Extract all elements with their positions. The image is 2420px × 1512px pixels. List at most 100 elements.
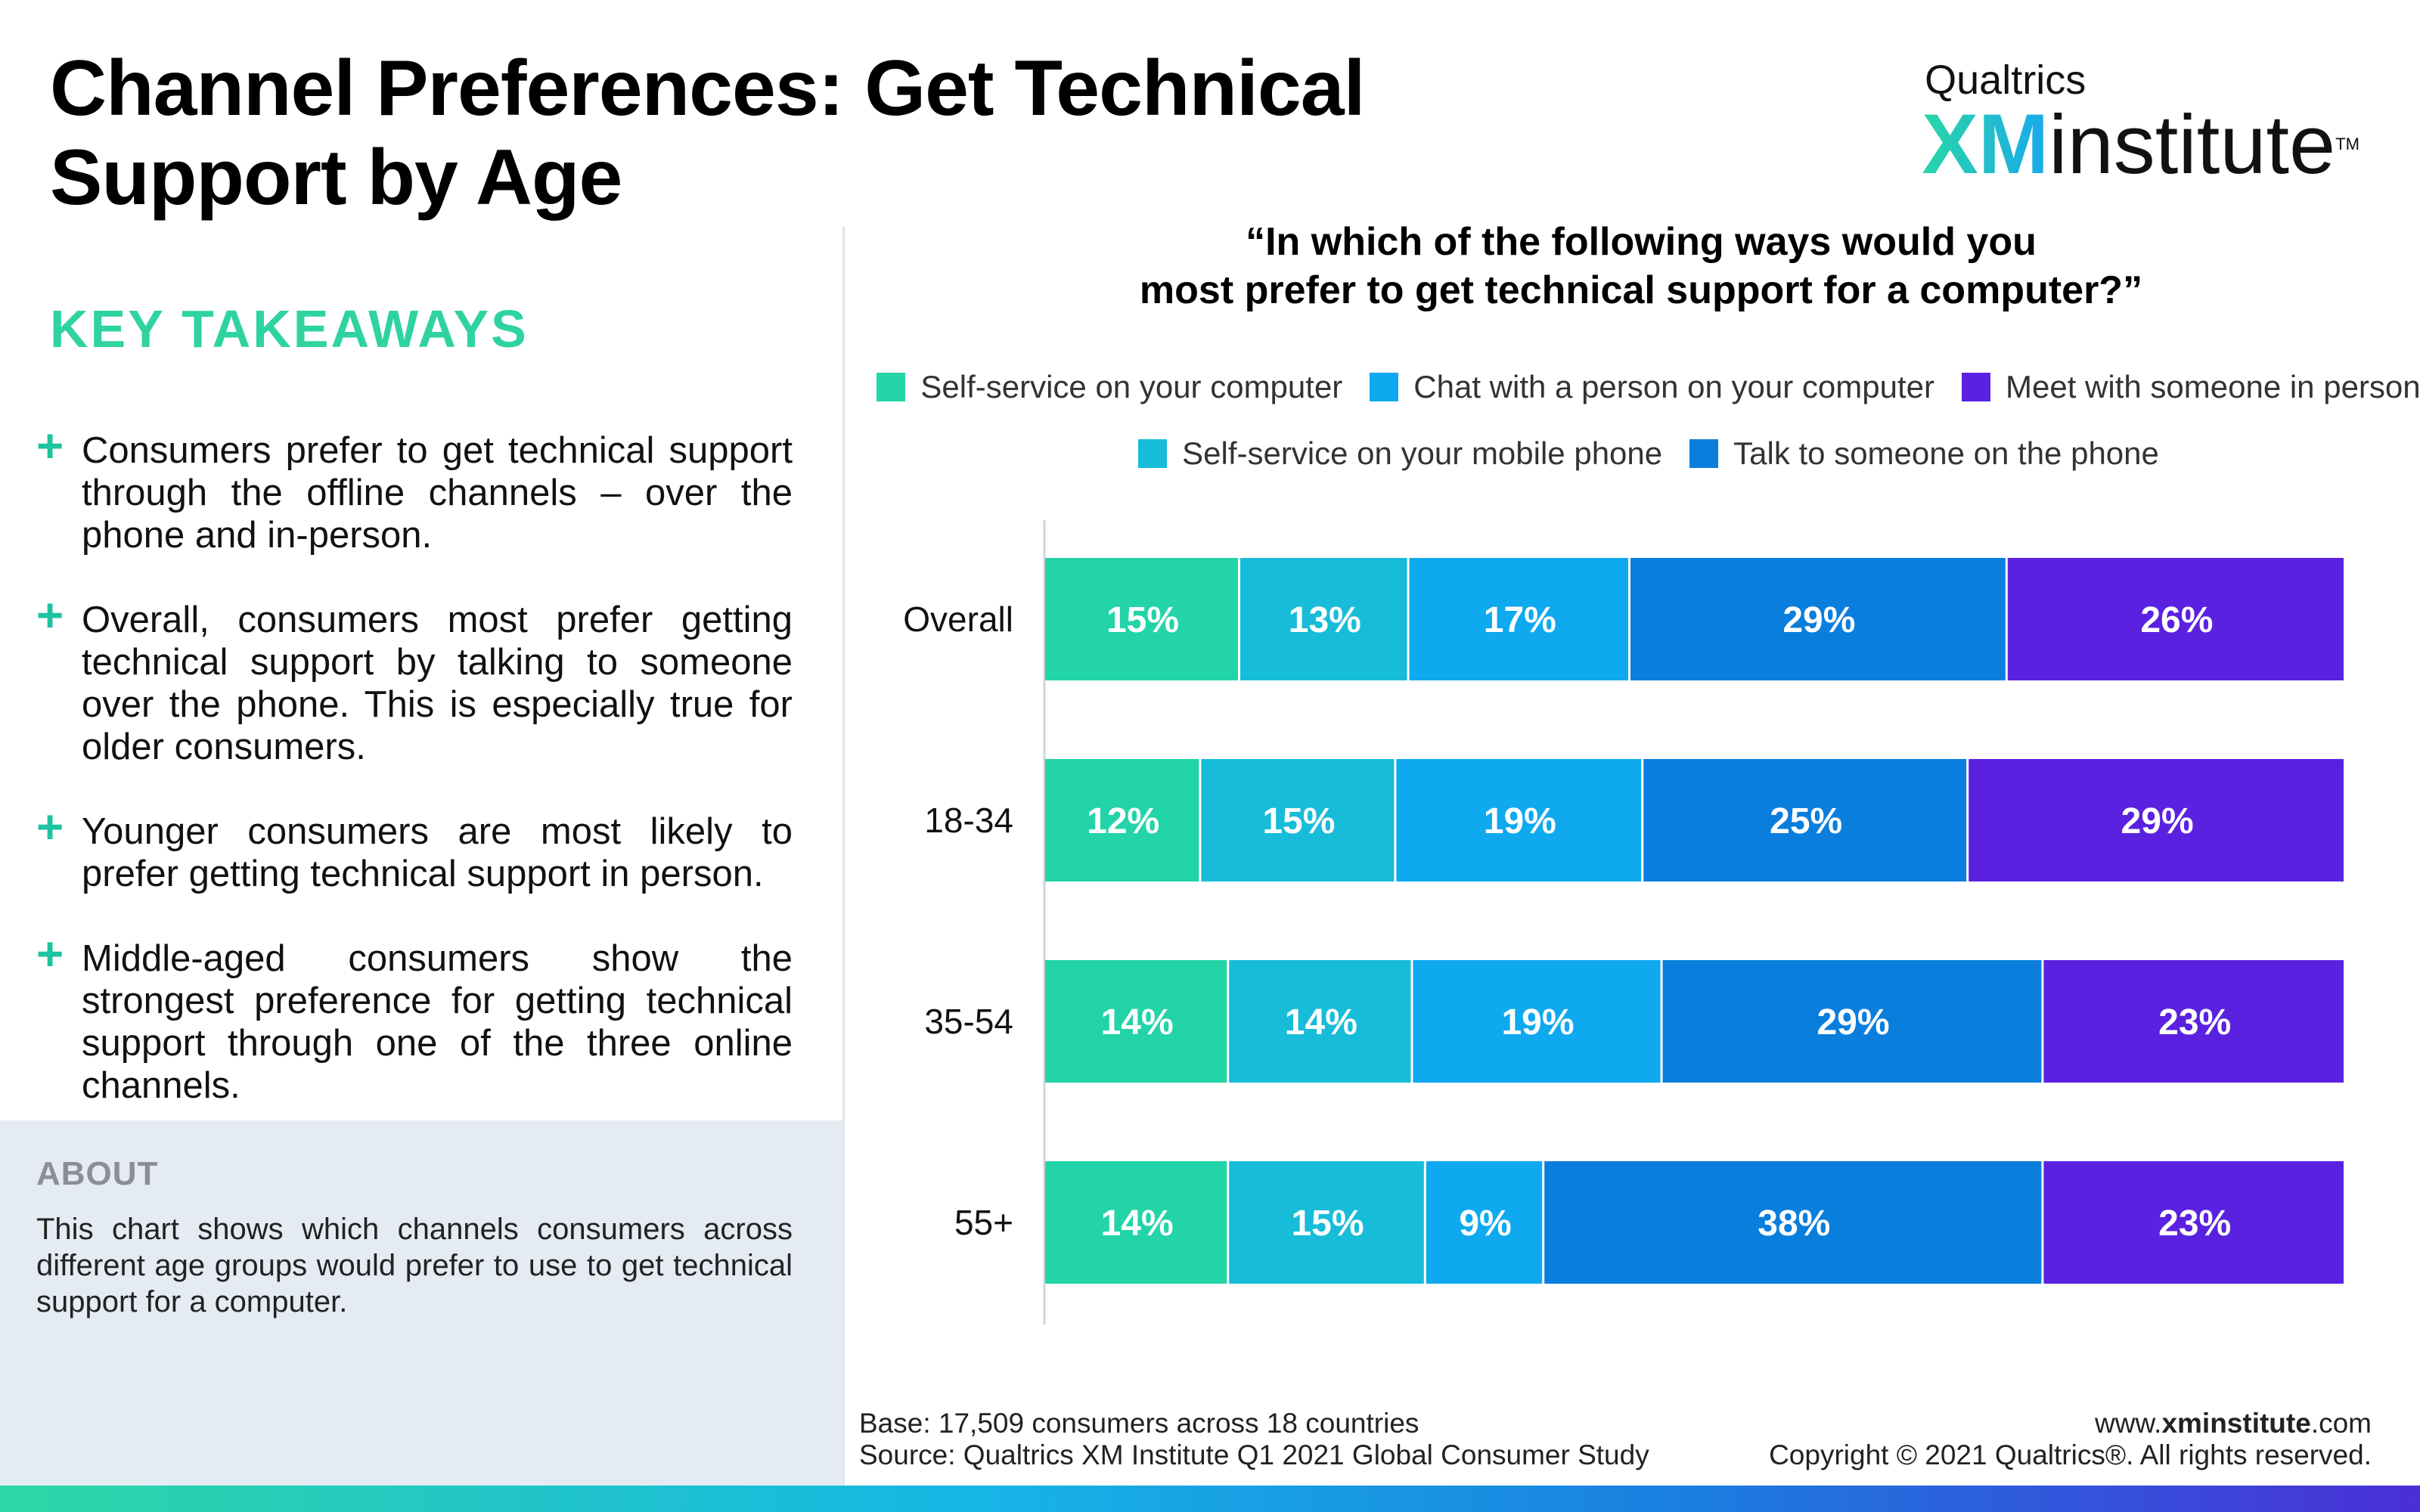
bar-segment — [1229, 1161, 1424, 1284]
legend-swatch — [876, 373, 906, 401]
bottom-gradient-strip — [0, 1486, 2420, 1512]
logo-wordmark: XMinstituteTM — [1922, 102, 2360, 212]
legend-row: Self-service on your mobile phone Talk t… — [892, 435, 2405, 472]
bar-value-label: 25% — [1770, 801, 1842, 841]
legend-label: Chat with a person on your computer — [1413, 369, 1934, 404]
bar-segment — [1045, 960, 1227, 1083]
takeaway-item: + Consumers prefer to get technical supp… — [36, 420, 793, 556]
category-label: 35-54 — [924, 1002, 1013, 1041]
bar-value-label: 15% — [1262, 801, 1335, 841]
legend-label: Talk to someone on the phone — [1733, 435, 2159, 471]
title-line-1: Channel Preferences: Get Technical — [50, 45, 1365, 132]
survey-question: “In which of the following ways would yo… — [983, 218, 2299, 314]
bar-segment — [1969, 759, 2344, 881]
legend-item: Chat with a person on your computer — [1370, 369, 1934, 405]
bar-segment — [1045, 759, 1199, 881]
footer-source: Base: 17,509 consumers across 18 countri… — [859, 1408, 1649, 1471]
bar-segment — [1630, 558, 2006, 680]
footer-url-prefix: www. — [2095, 1408, 2162, 1439]
bar-segment — [1396, 759, 1642, 881]
bar-value-label: 14% — [1285, 1002, 1357, 1043]
legend-label: Self-service on your computer — [920, 369, 1343, 404]
bar-segment — [1201, 759, 1395, 881]
bar-segment — [1045, 1161, 1227, 1284]
footer-url[interactable]: www.xminstitute.com — [1769, 1408, 2372, 1439]
plus-icon: + — [36, 590, 64, 642]
logo-institute-text: institute — [2049, 98, 2336, 191]
bar-segment — [2043, 1161, 2344, 1284]
bar-segment — [1413, 960, 1661, 1083]
bar-segment — [2007, 558, 2344, 680]
category-label: Overall — [903, 600, 1013, 639]
bar-segment — [1544, 1161, 2042, 1284]
category-label: 55+ — [954, 1203, 1013, 1242]
takeaway-text: Younger consumers are most likely to pre… — [82, 811, 793, 894]
plus-icon: + — [36, 928, 64, 981]
bar-value-label: 23% — [2158, 1204, 2231, 1244]
legend-swatch — [1138, 439, 1168, 468]
bar-segment — [2043, 960, 2344, 1083]
legend-label: Self-service on your mobile phone — [1182, 435, 1663, 471]
bar-value-label: 17% — [1484, 600, 1556, 640]
footer-copyright-text: Copyright © 2021 Qualtrics®. All rights … — [1769, 1439, 2372, 1470]
bar-value-label: 29% — [1817, 1002, 1889, 1043]
bar-segment — [1426, 1161, 1543, 1284]
bar-value-label: 14% — [1101, 1204, 1174, 1244]
bar-value-label: 29% — [2121, 801, 2194, 841]
takeaway-text: Middle-aged consumers show the strongest… — [82, 938, 793, 1106]
footer-url-suffix: .com — [2310, 1408, 2372, 1439]
about-text: This chart shows which channels consumer… — [36, 1213, 793, 1318]
bar-value-label: 13% — [1289, 600, 1361, 640]
bar-value-label: 14% — [1101, 1002, 1174, 1043]
bar-value-label: 19% — [1484, 801, 1556, 841]
legend-item: Self-service on your computer — [876, 369, 1342, 405]
bar-segment — [1643, 759, 1967, 881]
question-line-2: most prefer to get technical support for… — [1139, 268, 2143, 312]
bar-value-label: 26% — [2140, 600, 2213, 640]
bar-segment — [1662, 960, 2042, 1083]
xm-institute-logo: Qualtrics XMinstituteTM — [1922, 57, 2360, 212]
bar-segment — [1045, 558, 1238, 680]
title-line-2: Support by Age — [50, 134, 622, 222]
chart-legend: Self-service on your computer Chat with … — [876, 369, 2420, 502]
plus-icon: + — [36, 801, 64, 854]
legend-item: Self-service on your mobile phone — [1138, 435, 1662, 472]
bar-value-label: 9% — [1459, 1204, 1511, 1244]
about-heading: ABOUT — [36, 1155, 159, 1192]
bar-value-label: 29% — [1782, 600, 1855, 640]
bar-value-label: 23% — [2158, 1002, 2231, 1043]
legend-item: Talk to someone on the phone — [1689, 435, 2159, 472]
bar-value-label: 15% — [1291, 1204, 1364, 1244]
takeaway-text: Overall, consumers most prefer getting t… — [82, 600, 793, 767]
legend-row: Self-service on your computer Chat with … — [876, 369, 2420, 405]
legend-label: Meet with someone in person — [2006, 369, 2420, 404]
takeaway-item: + Younger consumers are most likely to p… — [36, 801, 793, 895]
plus-icon: + — [36, 420, 64, 472]
category-label: 18-34 — [924, 801, 1013, 840]
logo-xm-text: XM — [1922, 97, 2049, 191]
legend-swatch — [1370, 373, 1399, 401]
stacked-bar-chart: Overall 15% 13% 17% 29% 26% 18-34 12% 15% 19% 25% 2… — [903, 520, 2344, 1325]
takeaways-list: + Consumers prefer to get technical supp… — [36, 420, 793, 1149]
logo-qualtrics-text: Qualtrics — [1925, 57, 2086, 103]
bar-segment — [1409, 558, 1628, 680]
footer-source-text: Source: Qualtrics XM Institute Q1 2021 G… — [859, 1439, 1649, 1470]
legend-swatch — [1962, 373, 1990, 401]
bar-value-label: 12% — [1087, 801, 1159, 841]
takeaway-text: Consumers prefer to get technical suppor… — [82, 430, 793, 556]
bar-value-label: 38% — [1758, 1204, 1830, 1244]
panel-divider — [842, 227, 845, 1486]
key-takeaways-heading: KEY TAKEAWAYS — [50, 299, 529, 358]
footer-copyright: www.xminstitute.com Copyright © 2021 Qua… — [1769, 1408, 2372, 1471]
takeaway-item: + Overall, consumers most prefer getting… — [36, 590, 793, 768]
page-title: Channel Preferences: Get Technical Suppo… — [50, 44, 1487, 222]
logo-tm-text: TM — [2335, 135, 2360, 153]
legend-swatch — [1689, 439, 1719, 468]
legend-item: Meet with someone in person — [1962, 369, 2420, 405]
bar-segment — [1229, 960, 1411, 1083]
question-line-1: “In which of the following ways would yo… — [1246, 220, 2037, 264]
takeaway-item: + Middle-aged consumers show the stronge… — [36, 928, 793, 1107]
bar-value-label: 15% — [1106, 600, 1179, 640]
footer-base-text: Base: 17,509 consumers across 18 countri… — [859, 1408, 1419, 1439]
bar-segment — [1240, 558, 1407, 680]
